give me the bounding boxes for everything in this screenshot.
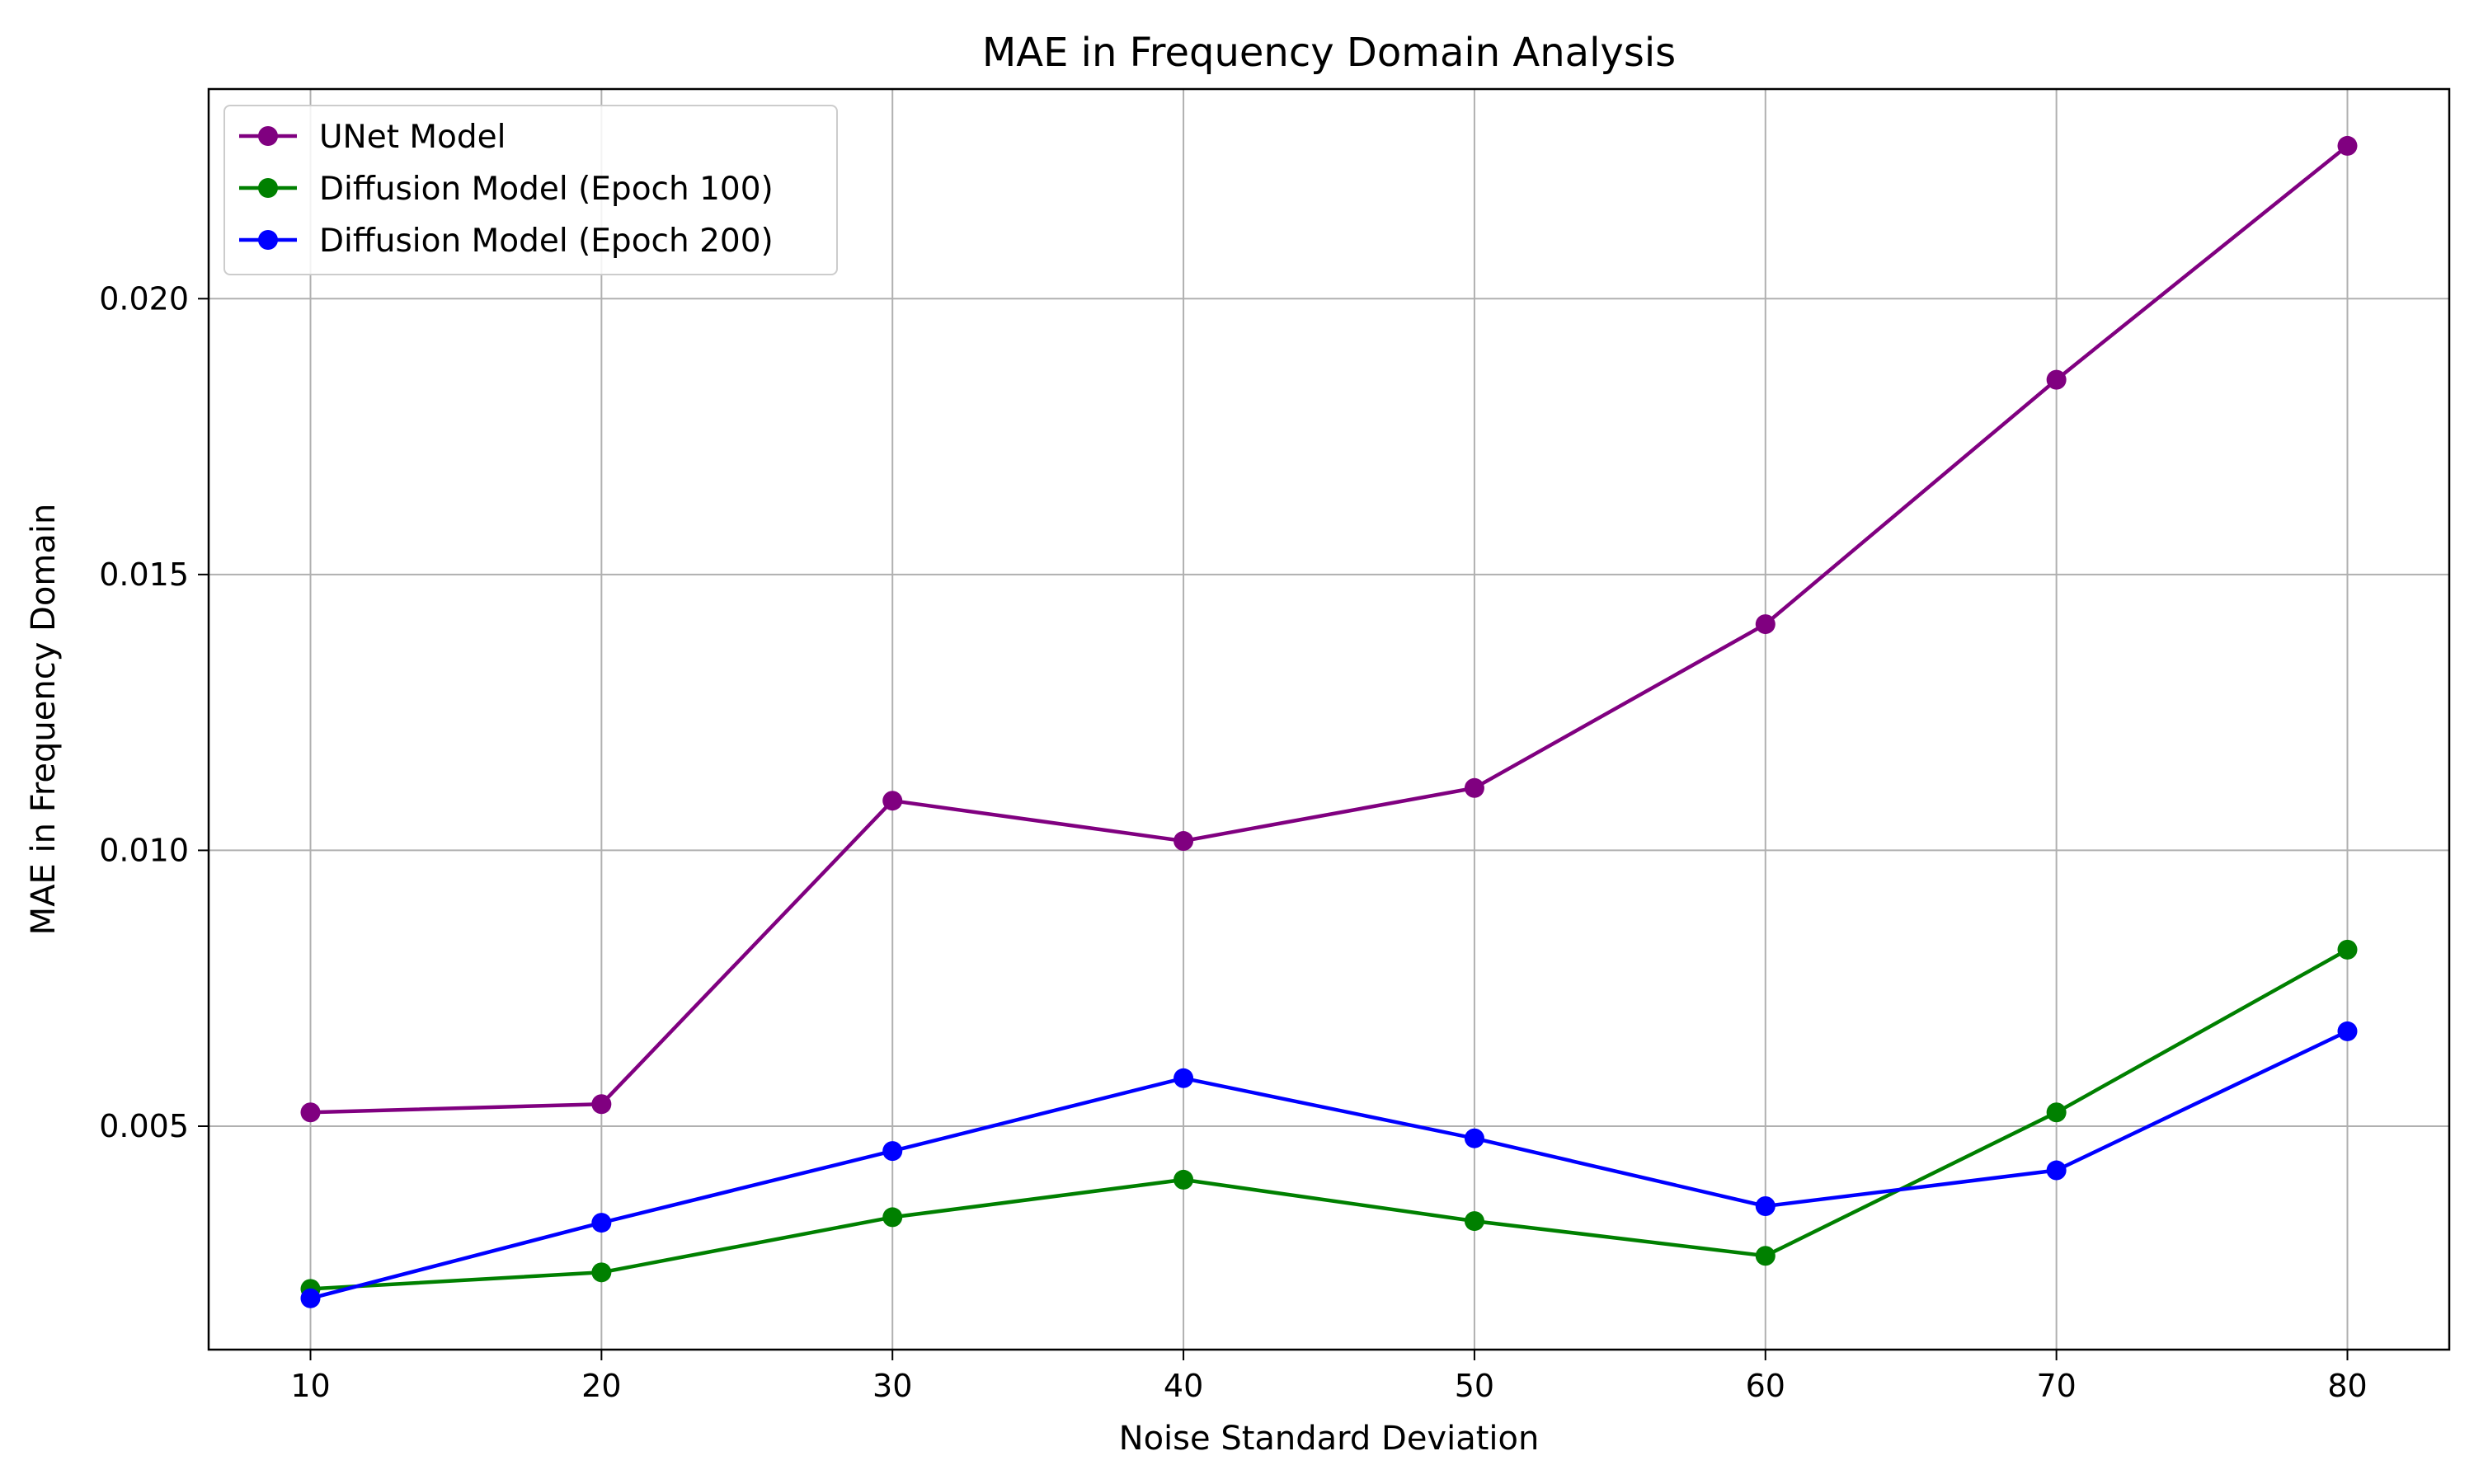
data-point	[1755, 1246, 1776, 1266]
data-point	[1174, 1169, 1194, 1190]
x-tick-label: 60	[1746, 1368, 1785, 1404]
legend-label: Diffusion Model (Epoch 200)	[319, 223, 774, 260]
y-tick-label: 0.010	[99, 832, 189, 868]
data-point	[2046, 1102, 2067, 1123]
data-point	[591, 1262, 612, 1283]
x-tick-label: 10	[290, 1368, 330, 1404]
data-point	[2046, 369, 2067, 390]
series-diffusion-model-epoch-200	[300, 1021, 2358, 1308]
x-tick-label: 40	[1164, 1368, 1203, 1404]
grid	[209, 89, 2449, 1350]
data-point	[300, 1288, 321, 1308]
x-tick-label: 70	[2036, 1368, 2076, 1404]
x-tick-label: 30	[872, 1368, 912, 1404]
chart-title: MAE in Frequency Domain Analysis	[982, 30, 1676, 76]
data-point	[1464, 1128, 1484, 1148]
series-group	[300, 135, 2358, 1308]
legend-marker	[258, 126, 278, 146]
legend-label: UNet Model	[319, 119, 506, 156]
series-line	[308, 143, 2349, 1115]
legend-entry-diffusion-model-epoch-200: Diffusion Model (Epoch 200)	[239, 223, 774, 260]
x-tick-label: 20	[581, 1368, 621, 1404]
data-point	[2337, 1021, 2358, 1041]
data-point	[2046, 1160, 2067, 1181]
y-tick-label: 0.005	[99, 1108, 189, 1144]
data-point	[1755, 1196, 1776, 1217]
data-point	[300, 1102, 321, 1123]
x-tick-label: 80	[2327, 1368, 2367, 1404]
x-tick-label: 50	[1455, 1368, 1494, 1404]
series-unet-model	[300, 135, 2358, 1123]
data-point	[1755, 614, 1776, 635]
data-point	[1174, 1068, 1194, 1088]
data-point	[882, 1141, 903, 1162]
legend-marker	[258, 230, 278, 250]
plot-area-frame	[207, 87, 2451, 1351]
legend-box	[223, 105, 838, 275]
data-point	[2337, 135, 2358, 156]
data-point	[882, 791, 903, 811]
data-point	[1464, 777, 1484, 798]
data-point	[2337, 939, 2358, 960]
axis-ticks: 10 20 30 40 50 60 70 80 0.005 0.010 0.015 0.020	[99, 280, 2367, 1404]
legend-entry-diffusion-model-epoch-100: Diffusion Model (Epoch 100)	[239, 171, 774, 208]
y-tick-label: 0.020	[99, 280, 189, 317]
legend-label: Diffusion Model (Epoch 100)	[319, 171, 774, 208]
series-line	[308, 1029, 2349, 1301]
x-axis-label: Noise Standard Deviation	[1119, 1420, 1540, 1458]
data-point	[882, 1207, 903, 1228]
y-axis-label: MAE in Frequency Domain	[25, 504, 63, 936]
data-point	[1464, 1211, 1484, 1232]
series-line	[308, 947, 2349, 1291]
data-point	[591, 1213, 612, 1233]
data-point	[1174, 831, 1194, 852]
legend-marker	[258, 178, 278, 198]
y-tick-label: 0.015	[99, 556, 189, 593]
data-point	[591, 1094, 612, 1115]
legend: UNet Model Diffusion Model (Epoch 100) Dif…	[223, 105, 838, 275]
legend-entry-unet-model: UNet Model	[239, 119, 506, 156]
